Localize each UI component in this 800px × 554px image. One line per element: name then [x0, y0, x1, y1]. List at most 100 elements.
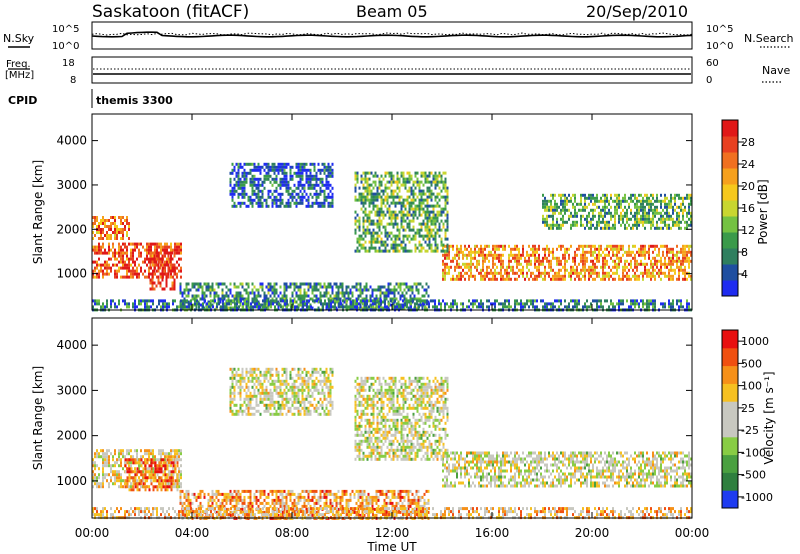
data-cell: [92, 245, 94, 249]
data-cell: [500, 302, 502, 306]
data-cell: [341, 303, 344, 307]
data-cell: [678, 217, 680, 221]
data-cell: [211, 303, 214, 307]
data-cell: [124, 219, 126, 222]
data-cell: [622, 199, 624, 203]
data-cell: [446, 222, 449, 226]
data-cell: [504, 247, 506, 251]
data-cell: [672, 220, 674, 224]
data-cell: [416, 180, 419, 184]
data-cell: [592, 196, 594, 200]
data-cell: [94, 266, 96, 270]
data-cell: [496, 256, 498, 260]
data-cell: [94, 461, 96, 465]
data-cell: [580, 268, 582, 272]
data-cell: [341, 291, 344, 295]
data-cell: [386, 249, 389, 253]
data-cell: [572, 214, 574, 218]
data-cell: [148, 269, 150, 273]
data-cell: [662, 214, 664, 218]
data-cell: [480, 253, 482, 257]
data-cell: [331, 192, 334, 196]
data-cell: [548, 259, 550, 263]
data-cell: [376, 219, 379, 223]
data-cell: [476, 305, 478, 309]
data-cell: [424, 210, 427, 214]
data-cell: [556, 217, 558, 221]
data-cell: [650, 220, 652, 224]
data-cell: [662, 226, 664, 230]
data-cell: [345, 303, 348, 307]
data-cell: [173, 266, 176, 270]
data-cell: [239, 192, 242, 196]
data-cell: [580, 244, 582, 248]
data-cell: [584, 271, 586, 275]
data-cell: [156, 257, 158, 261]
data-cell: [418, 201, 421, 205]
data-cell: [650, 277, 652, 281]
data-cell: [528, 253, 530, 257]
data-cell: [354, 186, 357, 190]
data-cell: [514, 299, 516, 303]
data-cell: [100, 482, 102, 486]
data-cell: [393, 291, 396, 295]
data-cell: [434, 204, 437, 208]
data-cell: [444, 256, 446, 260]
data-cell: [648, 253, 650, 257]
data-cell: [604, 199, 606, 203]
data-cell: [291, 198, 294, 202]
data-cell: [678, 223, 680, 227]
data-cell: [311, 285, 314, 289]
data-cell: [552, 277, 554, 281]
data-cell: [272, 302, 274, 306]
data-cell: [462, 302, 464, 306]
data-cell: [197, 288, 200, 292]
data-cell: [588, 244, 590, 248]
data-cell: [594, 247, 596, 251]
data-cell: [446, 271, 448, 275]
data-cell: [570, 244, 572, 248]
data-cell: [387, 291, 390, 295]
data-cell: [277, 165, 280, 169]
data-cell: [448, 305, 450, 309]
data-cell: [500, 277, 502, 281]
data-cell: [265, 201, 268, 205]
data-cell: [132, 275, 134, 279]
data-cell: [672, 205, 674, 209]
data-cell: [360, 174, 363, 178]
data-cell: [578, 202, 580, 206]
data-cell: [564, 268, 566, 272]
data-cell: [319, 294, 322, 298]
colorbar-segment: [722, 264, 738, 281]
data-cell: [341, 288, 344, 292]
data-cell: [574, 299, 576, 303]
data-cell: [96, 263, 98, 267]
data-cell: [570, 214, 572, 218]
data-cell: [217, 297, 220, 301]
data-cell: [370, 222, 373, 226]
data-cell: [104, 473, 106, 477]
data-cell: [120, 260, 122, 264]
data-cell: [378, 213, 381, 217]
data-cell: [185, 285, 188, 289]
data-cell: [327, 192, 330, 196]
data-cell: [408, 177, 411, 181]
data-cell: [438, 174, 441, 178]
data-cell: [397, 291, 400, 295]
data-cell: [345, 285, 348, 289]
data-cell: [410, 249, 413, 253]
data-cell: [122, 228, 124, 231]
data-cell: [542, 220, 544, 224]
data-cell: [362, 201, 365, 205]
data-cell: [430, 189, 433, 193]
data-cell: [492, 265, 494, 269]
data-cell: [614, 217, 616, 221]
data-cell: [110, 476, 112, 480]
data-cell: [329, 201, 332, 205]
data-cell: [532, 253, 534, 257]
data-cell: [546, 214, 548, 218]
data-cell: [151, 272, 154, 276]
data-cell: [362, 299, 364, 303]
data-cell: [221, 297, 224, 301]
data-cell: [140, 485, 142, 489]
